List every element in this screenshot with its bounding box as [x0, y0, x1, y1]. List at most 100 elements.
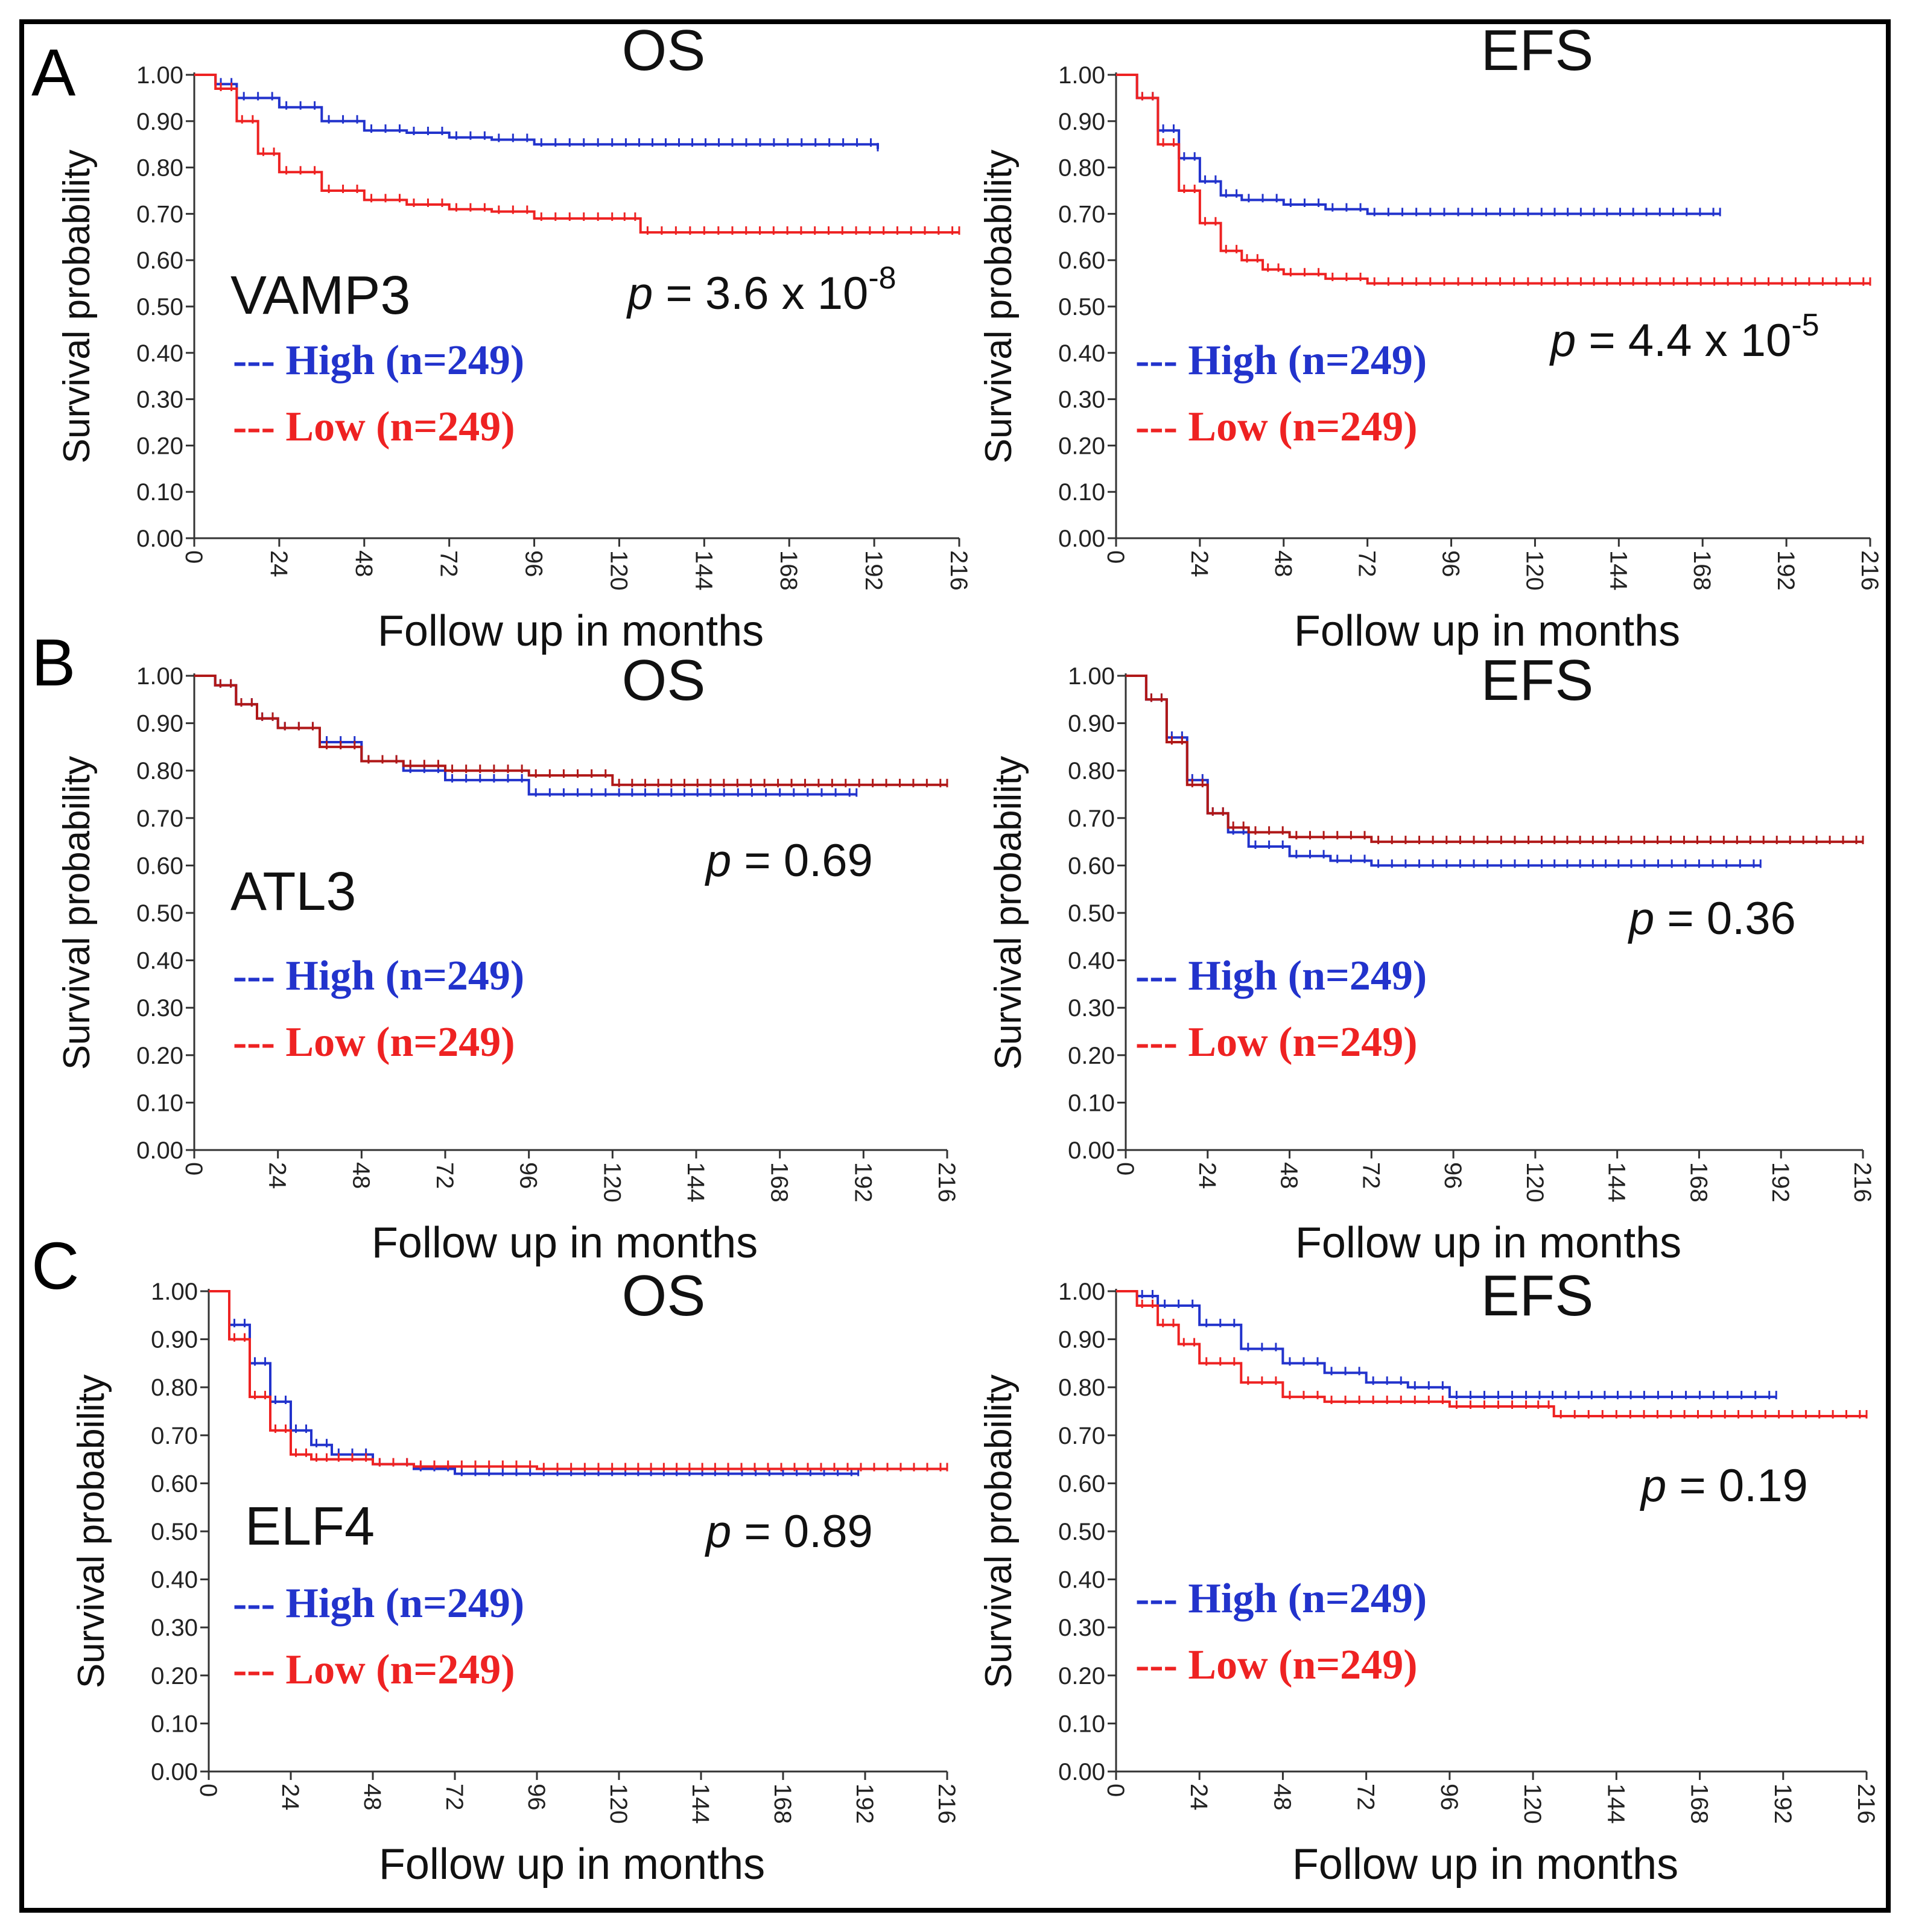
series-low-curve — [194, 675, 947, 786]
series-low-curve — [1116, 74, 1870, 285]
y-tick-label: 1.00 — [136, 663, 183, 690]
y-tick-label: 0.20 — [136, 433, 183, 459]
x-tick-label: 216 — [933, 1784, 960, 1824]
legend-high: --- High (n=249) — [1135, 953, 1427, 999]
x-tick-label: 120 — [605, 550, 632, 591]
x-axis-title: Follow up in months — [379, 1840, 765, 1889]
legend-high: --- High (n=249) — [233, 953, 524, 999]
x-tick-label: 144 — [1604, 1162, 1630, 1203]
y-tick-label: 0.60 — [136, 247, 183, 274]
y-tick-label: 0.30 — [151, 1615, 198, 1641]
x-tick-label: 72 — [441, 1784, 468, 1811]
y-axis-title: Survival probability — [978, 1374, 1020, 1688]
chart-title: EFS — [1481, 18, 1594, 83]
y-tick-label: 0.70 — [151, 1423, 198, 1449]
x-tick-label: 72 — [1357, 1162, 1384, 1189]
x-tick-label: 192 — [860, 550, 887, 591]
figure-frame — [19, 19, 1891, 1913]
x-tick-label: 216 — [945, 550, 972, 591]
x-tick-label: 24 — [1185, 1784, 1212, 1811]
y-tick-label: 0.30 — [1058, 1615, 1105, 1641]
x-tick-label: 192 — [1772, 550, 1799, 591]
chart-panel-5: 0.00 0.10 0.20 0.30 0.40 0.50 0.60 0.70 0.80 0.90… — [31, 1229, 960, 1889]
chart-panel-6: 0.00 0.10 0.20 0.30 0.40 0.50 0.60 0.70 0.80 0.90… — [978, 1263, 1879, 1889]
y-tick-label: 0.80 — [136, 758, 183, 784]
legend-low: --- Low (n=249) — [233, 1019, 515, 1066]
y-tick-label: 0.00 — [151, 1759, 198, 1785]
x-tick-label: 120 — [1521, 1162, 1548, 1203]
x-tick-label: 168 — [766, 1162, 793, 1203]
legend-low: --- Low (n=249) — [1135, 404, 1418, 450]
y-tick-label: 0.50 — [1068, 900, 1115, 927]
p-value-annotation: p = 0.19 — [1640, 1460, 1808, 1511]
gene-label: ATL3 — [230, 862, 356, 922]
y-tick-label: 0.80 — [1058, 155, 1105, 182]
p-symbol: p — [705, 1506, 731, 1557]
y-tick-label: 0.90 — [136, 711, 183, 737]
y-tick-label: 1.00 — [136, 62, 183, 89]
y-tick-label: 0.00 — [1068, 1137, 1115, 1164]
chart-panel-4: 0.00 0.10 0.20 0.30 0.40 0.50 0.60 0.70 0.80 0.90… — [988, 648, 1876, 1267]
x-tick-label: 144 — [682, 1162, 709, 1203]
x-tick-label: 216 — [1849, 1162, 1876, 1203]
x-tick-label: 96 — [1439, 1162, 1466, 1189]
chart-title: OS — [622, 18, 706, 83]
y-tick-label: 0.20 — [1058, 1663, 1105, 1689]
x-tick-label: 192 — [1769, 1784, 1796, 1824]
y-tick-label: 0.40 — [151, 1567, 198, 1594]
p-value-exponent: -8 — [868, 261, 896, 296]
y-tick-label: 1.00 — [1058, 1279, 1105, 1305]
x-tick-label: 0 — [180, 1162, 207, 1175]
chart-title: OS — [622, 648, 706, 713]
x-tick-label: 216 — [933, 1162, 960, 1203]
x-tick-label: 168 — [769, 1784, 796, 1824]
y-tick-label: 0.40 — [1058, 340, 1105, 367]
y-tick-label: 0.00 — [136, 1137, 183, 1164]
legend-low: --- Low (n=249) — [233, 404, 515, 450]
x-tick-label: 216 — [1853, 1784, 1879, 1824]
legend-high: --- High (n=249) — [233, 1580, 524, 1627]
x-tick-label: 168 — [1686, 1784, 1713, 1824]
y-tick-label: 0.10 — [151, 1711, 198, 1737]
x-tick-label: 72 — [431, 1162, 458, 1189]
x-tick-label: 24 — [265, 550, 292, 577]
y-tick-label: 0.70 — [136, 201, 183, 227]
x-tick-label: 24 — [277, 1784, 303, 1811]
p-value-annotation: p = 0.36 — [1628, 893, 1796, 944]
y-tick-label: 0.40 — [136, 340, 183, 367]
y-tick-label: 0.20 — [136, 1043, 183, 1069]
x-tick-label: 96 — [1436, 1784, 1462, 1811]
p-value-base: = 0.36 — [1654, 893, 1796, 944]
y-axis-title: Survival probability — [71, 1374, 112, 1688]
x-tick-label: 48 — [351, 550, 377, 577]
y-tick-label: 0.90 — [1068, 711, 1115, 737]
series-low-curve — [1126, 675, 1863, 844]
y-tick-label: 0.80 — [1068, 758, 1115, 784]
y-tick-label: 0.10 — [136, 1090, 183, 1116]
y-tick-label: 0.90 — [1058, 1327, 1105, 1353]
y-tick-label: 0.70 — [1058, 1423, 1105, 1449]
y-tick-label: 0.00 — [1058, 1759, 1105, 1785]
y-tick-label: 0.30 — [1058, 387, 1105, 413]
y-tick-label: 0.50 — [151, 1519, 198, 1545]
x-tick-label: 24 — [264, 1162, 291, 1189]
chart-panel-3: 0.00 0.10 0.20 0.30 0.40 0.50 0.60 0.70 0.80 0.90… — [31, 626, 960, 1267]
y-tick-label: 0.20 — [151, 1663, 198, 1689]
x-tick-label: 48 — [1276, 1162, 1302, 1189]
x-tick-label: 144 — [1602, 1784, 1629, 1824]
p-symbol: p — [705, 835, 731, 886]
y-tick-label: 0.60 — [1058, 247, 1105, 274]
y-tick-label: 0.10 — [1068, 1090, 1115, 1116]
y-tick-label: 0.10 — [136, 479, 183, 506]
x-tick-label: 120 — [598, 1162, 625, 1203]
p-symbol: p — [626, 268, 653, 319]
chart-panel-1: 0.00 0.10 0.20 0.30 0.40 0.50 0.60 0.70 0.80 0.90… — [31, 18, 972, 655]
y-tick-label: 0.50 — [1058, 294, 1105, 320]
x-axis-title: Follow up in months — [378, 607, 764, 655]
y-tick-label: 0.90 — [136, 109, 183, 135]
x-tick-label: 72 — [436, 550, 462, 577]
x-tick-label: 96 — [523, 1784, 550, 1811]
x-tick-label: 168 — [1689, 550, 1715, 591]
x-tick-label: 48 — [1269, 1784, 1295, 1811]
